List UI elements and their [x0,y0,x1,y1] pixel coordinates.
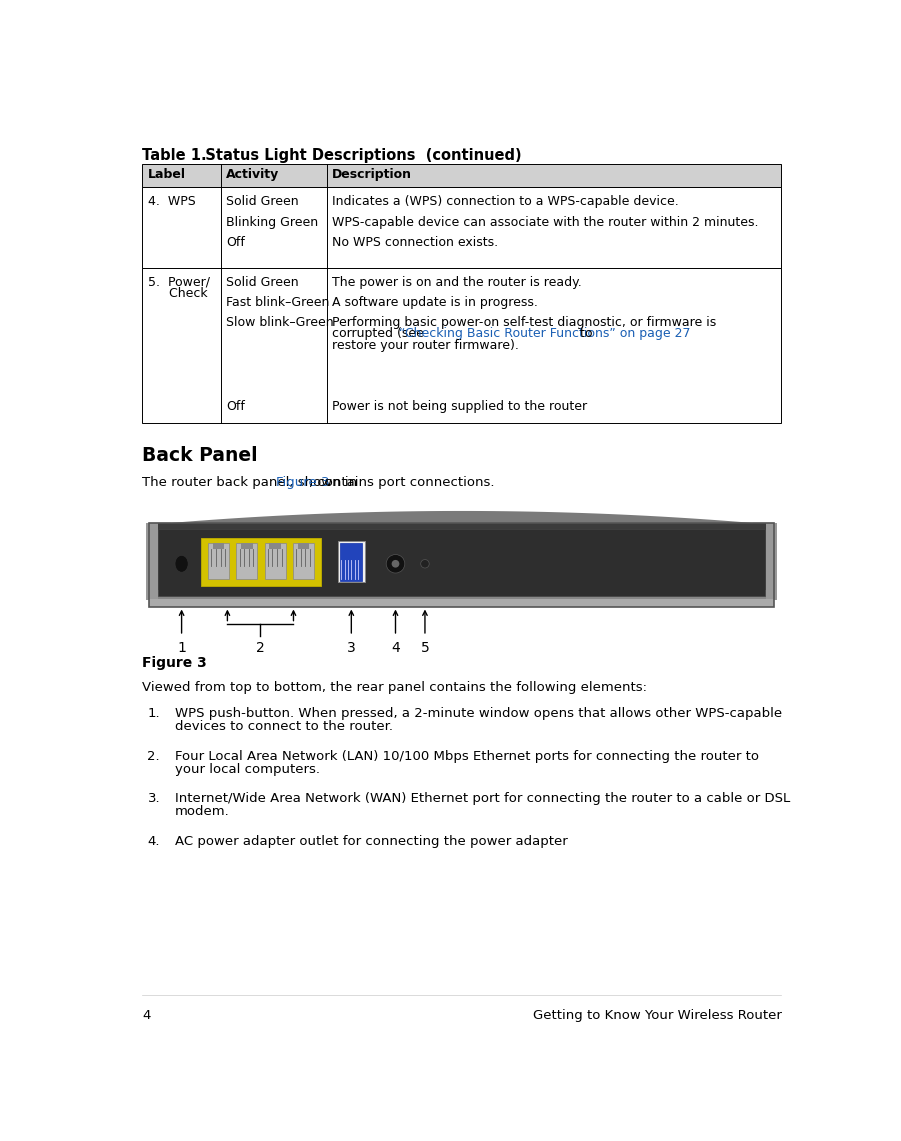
Bar [149,523,775,600]
Text: Blinking Green: Blinking Green [226,217,318,229]
Bar [236,542,258,578]
Bar [265,542,286,578]
Text: Label: Label [148,169,186,181]
Text: 3: 3 [347,640,356,655]
Text: Figure 3: Figure 3 [276,476,330,488]
Text: 4: 4 [142,1009,150,1021]
Text: corrupted (see: corrupted (see [332,327,428,340]
Text: Slow blink–Green: Slow blink–Green [226,316,333,329]
Polygon shape [149,511,775,525]
Circle shape [392,560,399,567]
Text: Figure 3: Figure 3 [142,656,207,670]
Bar [269,542,281,549]
Text: Getting to Know Your Wireless Router: Getting to Know Your Wireless Router [532,1009,781,1021]
Text: Table 1.: Table 1. [142,148,206,163]
Bar [338,541,365,582]
Text: 4.  WPS: 4. WPS [148,195,196,208]
Text: No WPS connection exists.: No WPS connection exists. [332,236,498,249]
Text: Solid Green: Solid Green [226,275,299,289]
Text: modem.: modem. [175,804,230,818]
Bar [201,537,321,585]
Text: 2: 2 [256,640,265,655]
Text: Power is not being supplied to the router: Power is not being supplied to the route… [332,400,587,413]
Bar [241,542,252,549]
Text: 2.: 2. [148,750,160,763]
Text: Internet/Wide Area Network (WAN) Ethernet port for connecting the router to a ca: Internet/Wide Area Network (WAN) Etherne… [175,792,790,806]
Text: Off: Off [226,236,245,249]
Text: your local computers.: your local computers. [175,762,320,776]
Text: 4.: 4. [148,834,160,848]
Text: Status Light Descriptions  (continued): Status Light Descriptions (continued) [190,148,522,163]
Text: Fast blink–Green: Fast blink–Green [226,296,330,308]
Text: Viewed from top to bottom, the rear panel contains the following elements:: Viewed from top to bottom, the rear pane… [142,680,647,694]
Text: A software update is in progress.: A software update is in progress. [332,296,538,308]
Text: , contains port connections.: , contains port connections. [309,476,495,488]
Text: restore your router firmware).: restore your router firmware). [332,339,519,353]
Bar [766,523,778,600]
Bar [293,542,314,578]
Text: WPS-capable device can associate with the router within 2 minutes.: WPS-capable device can associate with th… [332,217,759,229]
Text: WPS push-button. When pressed, a 2-minute window opens that allows other WPS-cap: WPS push-button. When pressed, a 2-minut… [175,707,782,720]
Bar [341,543,362,581]
Text: Off: Off [226,400,245,413]
Text: AC power adapter outlet for connecting the power adapter: AC power adapter outlet for connecting t… [175,834,568,848]
Text: 5: 5 [421,640,429,655]
Bar [213,542,224,549]
Bar [142,268,781,423]
Bar [142,187,781,268]
Text: to: to [576,327,592,340]
Text: Four Local Area Network (LAN) 10/100 Mbps Ethernet ports for connecting the rout: Four Local Area Network (LAN) 10/100 Mbp… [175,750,759,763]
Text: “Checking Basic Router Functions” on page 27: “Checking Basic Router Functions” on pag… [399,327,690,340]
Text: Indicates a (WPS) connection to a WPS-capable device.: Indicates a (WPS) connection to a WPS-ca… [332,195,679,208]
Text: 4: 4 [391,640,400,655]
Bar [142,164,781,187]
Text: 3.: 3. [148,792,160,806]
Ellipse shape [175,556,188,573]
Text: Activity: Activity [226,169,279,181]
Bar [149,590,775,607]
Circle shape [421,559,429,568]
Bar [146,523,158,600]
Bar [297,542,309,549]
Text: The router back panel, shown in: The router back panel, shown in [142,476,361,488]
Bar [208,542,229,578]
Circle shape [387,555,405,573]
Text: Solid Green: Solid Green [226,195,299,208]
Text: The power is on and the router is ready.: The power is on and the router is ready. [332,275,582,289]
Text: Description: Description [332,169,413,181]
Bar [149,523,775,607]
Text: devices to connect to the router.: devices to connect to the router. [175,720,393,734]
Text: Back Panel: Back Panel [142,446,258,466]
Text: Performing basic power-on self-test diagnostic, or firmware is: Performing basic power-on self-test diag… [332,316,716,329]
Text: 5.  Power/: 5. Power/ [148,275,210,289]
Bar [149,599,775,607]
Text: Check: Check [153,288,208,300]
Text: 1.: 1. [148,707,160,720]
Text: 1: 1 [177,640,186,655]
Bar [159,529,765,596]
